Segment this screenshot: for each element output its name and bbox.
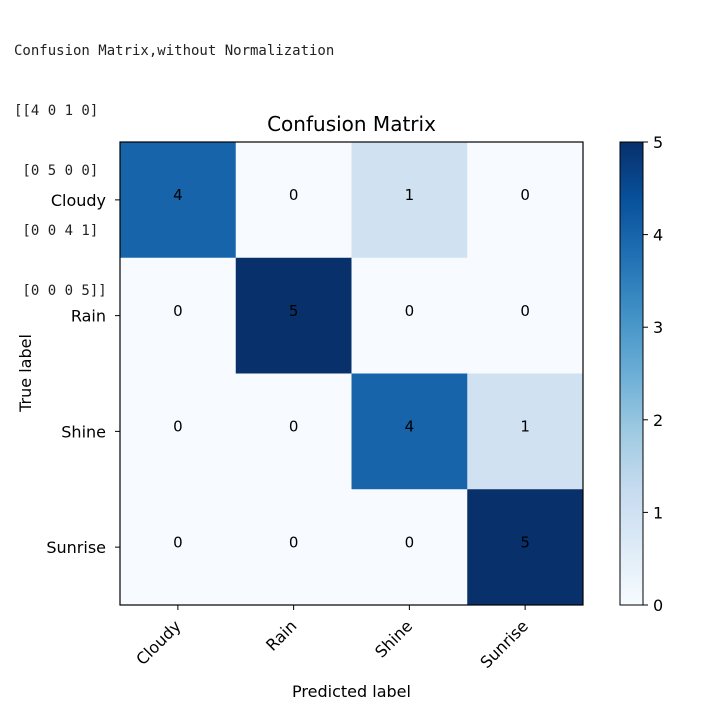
y-axis-label: True label <box>16 334 35 413</box>
matrix-line: [[4 0 1 0] <box>14 103 99 119</box>
matrix-cell <box>467 142 584 259</box>
cell-value-label: 5 <box>520 533 530 551</box>
colorbar-tick-label: 1 <box>653 503 663 522</box>
x-tick-label: Sunrise <box>476 616 532 672</box>
y-tick-label: Cloudy <box>51 191 106 210</box>
matrix-cell <box>235 489 352 606</box>
matrix-cell <box>351 373 468 490</box>
colorbar-tick-label: 3 <box>653 318 663 337</box>
cell-value-label: 4 <box>405 418 415 436</box>
x-axis-label: Predicted label <box>292 682 411 701</box>
output-header: Confusion Matrix,without Normalization <box>14 43 335 59</box>
colorbar-tick-label: 2 <box>653 411 663 430</box>
cell-value-label: 1 <box>520 418 530 436</box>
matrix-cell <box>235 373 352 490</box>
cell-value-label: 0 <box>173 302 183 320</box>
y-tick-label: Shine <box>61 422 106 441</box>
matrix-cell <box>235 142 352 259</box>
matrix-line: [0 0 4 1] <box>14 223 99 239</box>
matrix-cell <box>467 489 584 606</box>
colorbar-tick-label: 5 <box>653 133 663 152</box>
colorbar-tick-label: 0 <box>653 596 663 615</box>
cell-value-label: 0 <box>289 418 299 436</box>
cell-value-label: 0 <box>289 533 299 551</box>
matrix-cell <box>120 257 237 374</box>
cell-value-label: 0 <box>520 186 530 204</box>
matrix-cell <box>351 142 468 259</box>
console-output: Confusion Matrix,without Normalization [… <box>14 1 334 321</box>
x-tick-label: Cloudy <box>132 616 184 668</box>
matrix-cell <box>120 142 237 259</box>
cell-value-label: 4 <box>173 186 183 204</box>
cell-value-label: 0 <box>173 533 183 551</box>
x-tick-label: Rain <box>262 616 300 654</box>
cell-value-label: 0 <box>405 533 415 551</box>
matrix-line: [0 0 0 5]] <box>14 283 107 299</box>
colorbar <box>619 141 644 606</box>
chart-title: Confusion Matrix <box>267 112 436 136</box>
cell-value-label: 0 <box>289 186 299 204</box>
plot-frame <box>119 141 584 606</box>
cell-value-label: 0 <box>520 302 530 320</box>
y-tick-label: Rain <box>71 307 106 326</box>
matrix-cell <box>235 257 352 374</box>
matrix-cell <box>120 373 237 490</box>
cell-value-label: 0 <box>173 418 183 436</box>
cell-value-label: 0 <box>405 302 415 320</box>
cell-value-label: 5 <box>289 302 299 320</box>
matrix-cell <box>351 257 468 374</box>
y-tick-label: Sunrise <box>46 538 106 557</box>
colorbar-tick-label: 4 <box>653 226 663 245</box>
matrix-cell <box>351 489 468 606</box>
matrix-line: [0 5 0 0] <box>14 163 99 179</box>
matrix-cell <box>120 489 237 606</box>
cell-value-label: 1 <box>405 186 415 204</box>
matrix-cell <box>467 373 584 490</box>
matrix-cell <box>467 257 584 374</box>
x-tick-label: Shine <box>371 616 416 661</box>
